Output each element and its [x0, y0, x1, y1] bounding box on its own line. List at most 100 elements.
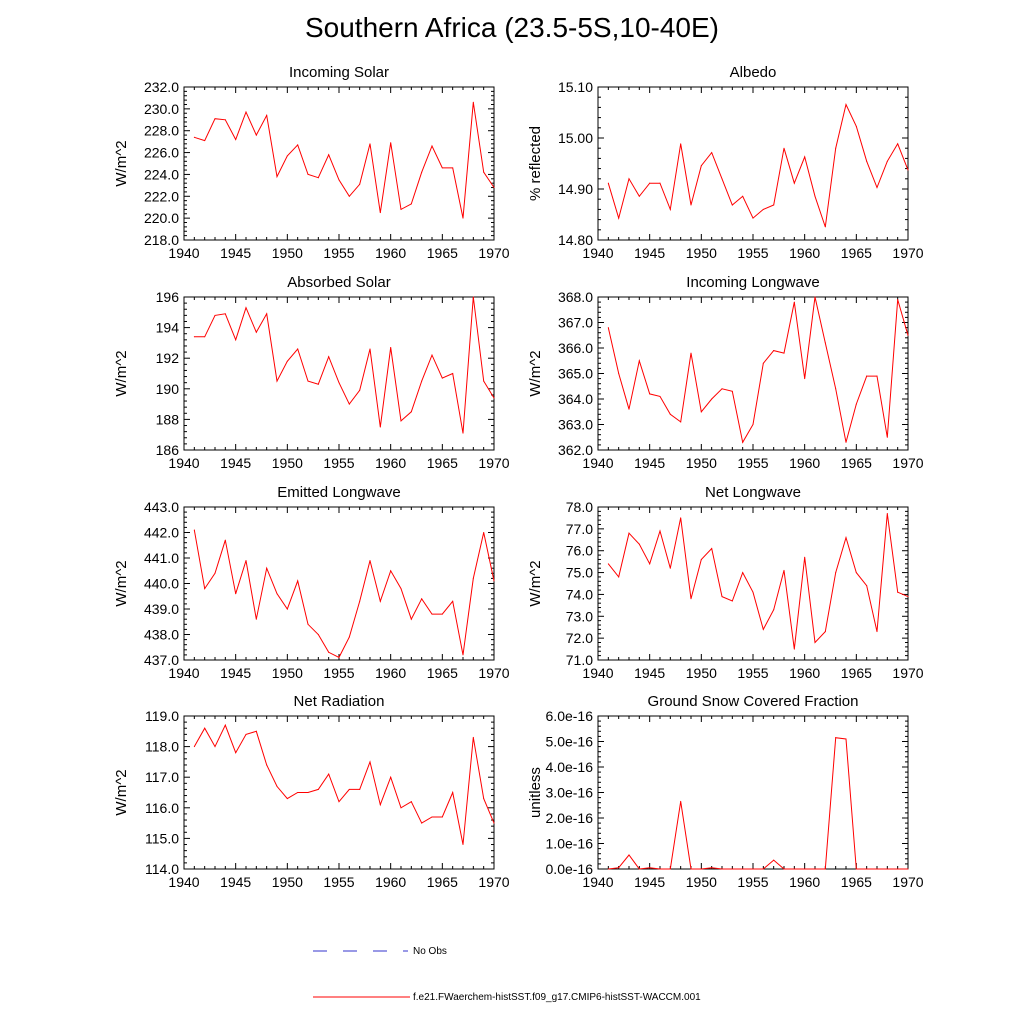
data-point	[410, 618, 412, 620]
data-point	[876, 868, 878, 870]
data-point	[348, 195, 350, 197]
y-tick-label: 74.0	[566, 586, 593, 602]
data-point	[297, 144, 299, 146]
data-point	[886, 160, 888, 162]
data-point	[317, 177, 319, 179]
data-point	[855, 403, 857, 405]
series-line	[193, 723, 495, 845]
data-point	[835, 388, 837, 390]
data-point	[245, 111, 247, 113]
data-point	[638, 543, 640, 545]
data-point	[369, 560, 371, 562]
data-point	[390, 142, 392, 144]
data-point	[379, 212, 381, 214]
data-point	[793, 648, 795, 650]
y-tick-label: 71.0	[566, 652, 593, 668]
data-point	[317, 788, 319, 790]
y-axis-label: W/m^2	[113, 560, 130, 606]
data-point	[762, 208, 764, 210]
data-point	[483, 380, 485, 382]
legend-model-label: f.e21.FWaerchem-histSST.f09_g17.CMIP6-hi…	[413, 992, 701, 1003]
data-point	[421, 598, 423, 600]
data-point	[297, 792, 299, 793]
data-point	[783, 868, 785, 870]
x-tick-label: 1940	[168, 455, 199, 471]
y-tick-label: 441.0	[144, 550, 179, 566]
data-point	[783, 352, 785, 354]
data-point	[721, 868, 723, 870]
data-point	[824, 868, 826, 870]
data-point	[607, 327, 609, 329]
y-tick-label: 118.0	[145, 739, 179, 755]
data-point	[224, 724, 226, 726]
legend: No Obs f.e21.FWaerchem-histSST.f09_g17.CM…	[313, 946, 701, 1003]
data-point	[762, 362, 764, 364]
data-point	[348, 788, 350, 790]
data-point	[390, 346, 392, 348]
y-tick-label: 14.80	[558, 232, 593, 248]
series-line	[608, 737, 908, 870]
x-tick-label: 1945	[634, 455, 665, 471]
data-point	[711, 398, 713, 400]
y-tick-label: 362.0	[558, 442, 593, 458]
data-point	[472, 101, 474, 103]
data-point	[835, 737, 837, 739]
data-point	[245, 733, 247, 735]
x-tick-label: 1950	[272, 665, 303, 681]
x-tick-label: 1960	[375, 874, 406, 890]
data-point	[628, 854, 630, 856]
data-point	[266, 764, 268, 766]
x-tick-label: 1965	[427, 455, 458, 471]
data-point	[669, 567, 671, 569]
plot-frame	[183, 86, 495, 241]
data-point	[369, 761, 371, 763]
chart-panel-albedo: 1940 1945 1950 1955 1960 1965 1970 14.80 14.90 15…	[527, 64, 924, 261]
data-point	[297, 580, 299, 582]
data-point	[276, 380, 278, 382]
y-tick-label: 114.0	[145, 861, 179, 877]
data-point	[431, 816, 433, 818]
data-point	[307, 380, 309, 382]
data-point	[897, 143, 899, 145]
panel-title: Ground Snow Covered Fraction	[648, 693, 859, 710]
data-point	[804, 156, 806, 158]
y-tick-label: 367.0	[558, 315, 593, 331]
data-point	[721, 596, 723, 598]
y-tick-label: 218.0	[144, 232, 179, 248]
y-tick-label: 443.0	[144, 499, 179, 515]
data-point	[886, 436, 888, 438]
y-tick-label: 73.0	[566, 608, 593, 624]
data-point	[193, 336, 195, 338]
y-tick-label: 365.0	[558, 366, 593, 382]
data-point	[214, 314, 216, 316]
data-point	[410, 203, 412, 205]
y-tick-label: 119.0	[145, 708, 179, 724]
x-tick-label: 1950	[686, 455, 717, 471]
data-point	[441, 816, 443, 818]
data-point	[638, 868, 640, 870]
plot-frame	[597, 506, 909, 661]
y-tick-label: 14.90	[558, 181, 593, 197]
y-tick-label: 77.0	[566, 521, 593, 537]
y-axis-label: % reflected	[527, 126, 544, 201]
x-tick-label: 1970	[478, 665, 509, 681]
data-point	[793, 301, 795, 303]
data-point	[204, 336, 206, 338]
panel-title: Albedo	[730, 64, 777, 81]
data-point	[700, 411, 702, 413]
data-point	[255, 730, 257, 732]
data-point	[338, 801, 340, 803]
x-tick-label: 1970	[892, 874, 923, 890]
panel-title: Incoming Longwave	[686, 274, 819, 291]
chart-panel-incoming-longwave: 1940 1945 1950 1955 1960 1965 1970 362.0 363.0 36…	[527, 274, 924, 471]
y-tick-label: 3.0e-16	[546, 785, 594, 801]
data-point	[441, 613, 443, 615]
data-point	[359, 183, 361, 185]
x-tick-label: 1945	[220, 665, 251, 681]
y-tick-label: 15.10	[558, 79, 593, 95]
data-point	[773, 609, 775, 611]
data-point	[814, 195, 816, 197]
data-point	[421, 380, 423, 382]
y-tick-label: 440.0	[144, 576, 179, 592]
data-point	[472, 577, 474, 579]
